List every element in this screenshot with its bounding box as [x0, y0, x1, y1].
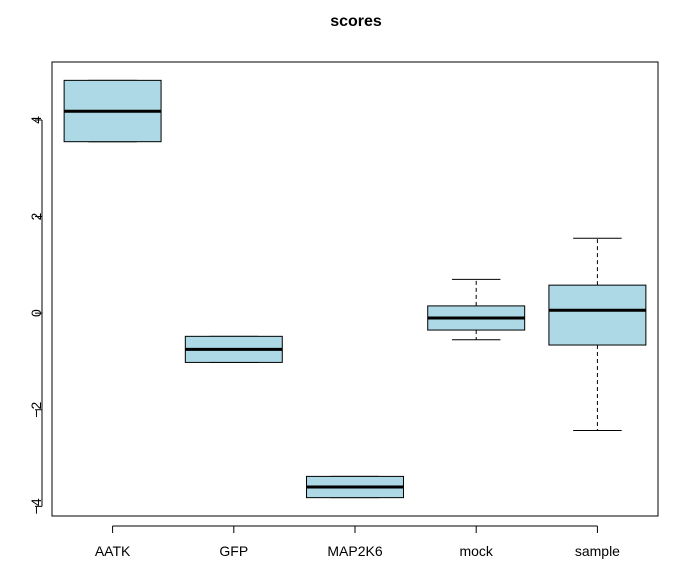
- box-sample: [548, 237, 647, 432]
- y-tick-label: 2: [28, 212, 44, 220]
- y-tick-label: −4: [28, 498, 44, 514]
- chart-title: scores: [330, 13, 382, 30]
- y-axis: −4 −2 0 2 4: [28, 116, 44, 514]
- plot-frame: [51, 61, 659, 517]
- x-tick-label: sample: [575, 543, 620, 559]
- box-map2k6: [306, 475, 404, 499]
- box-gfp: [184, 335, 283, 363]
- x-tick-label: AATK: [95, 543, 131, 559]
- x-tick-label: mock: [459, 543, 493, 559]
- y-tick-label: 0: [28, 309, 44, 317]
- iqr-box: [548, 284, 647, 346]
- x-tick-label: GFP: [219, 543, 248, 559]
- box-mock: [427, 278, 526, 341]
- y-tick-label: 4: [28, 116, 44, 124]
- x-axis: AATK GFP MAP2K6 mock sample: [95, 525, 620, 559]
- x-tick-label: MAP2K6: [327, 543, 382, 559]
- boxes-layer: [63, 79, 647, 499]
- box-aatk: [63, 79, 162, 143]
- y-tick-label: −2: [28, 402, 44, 418]
